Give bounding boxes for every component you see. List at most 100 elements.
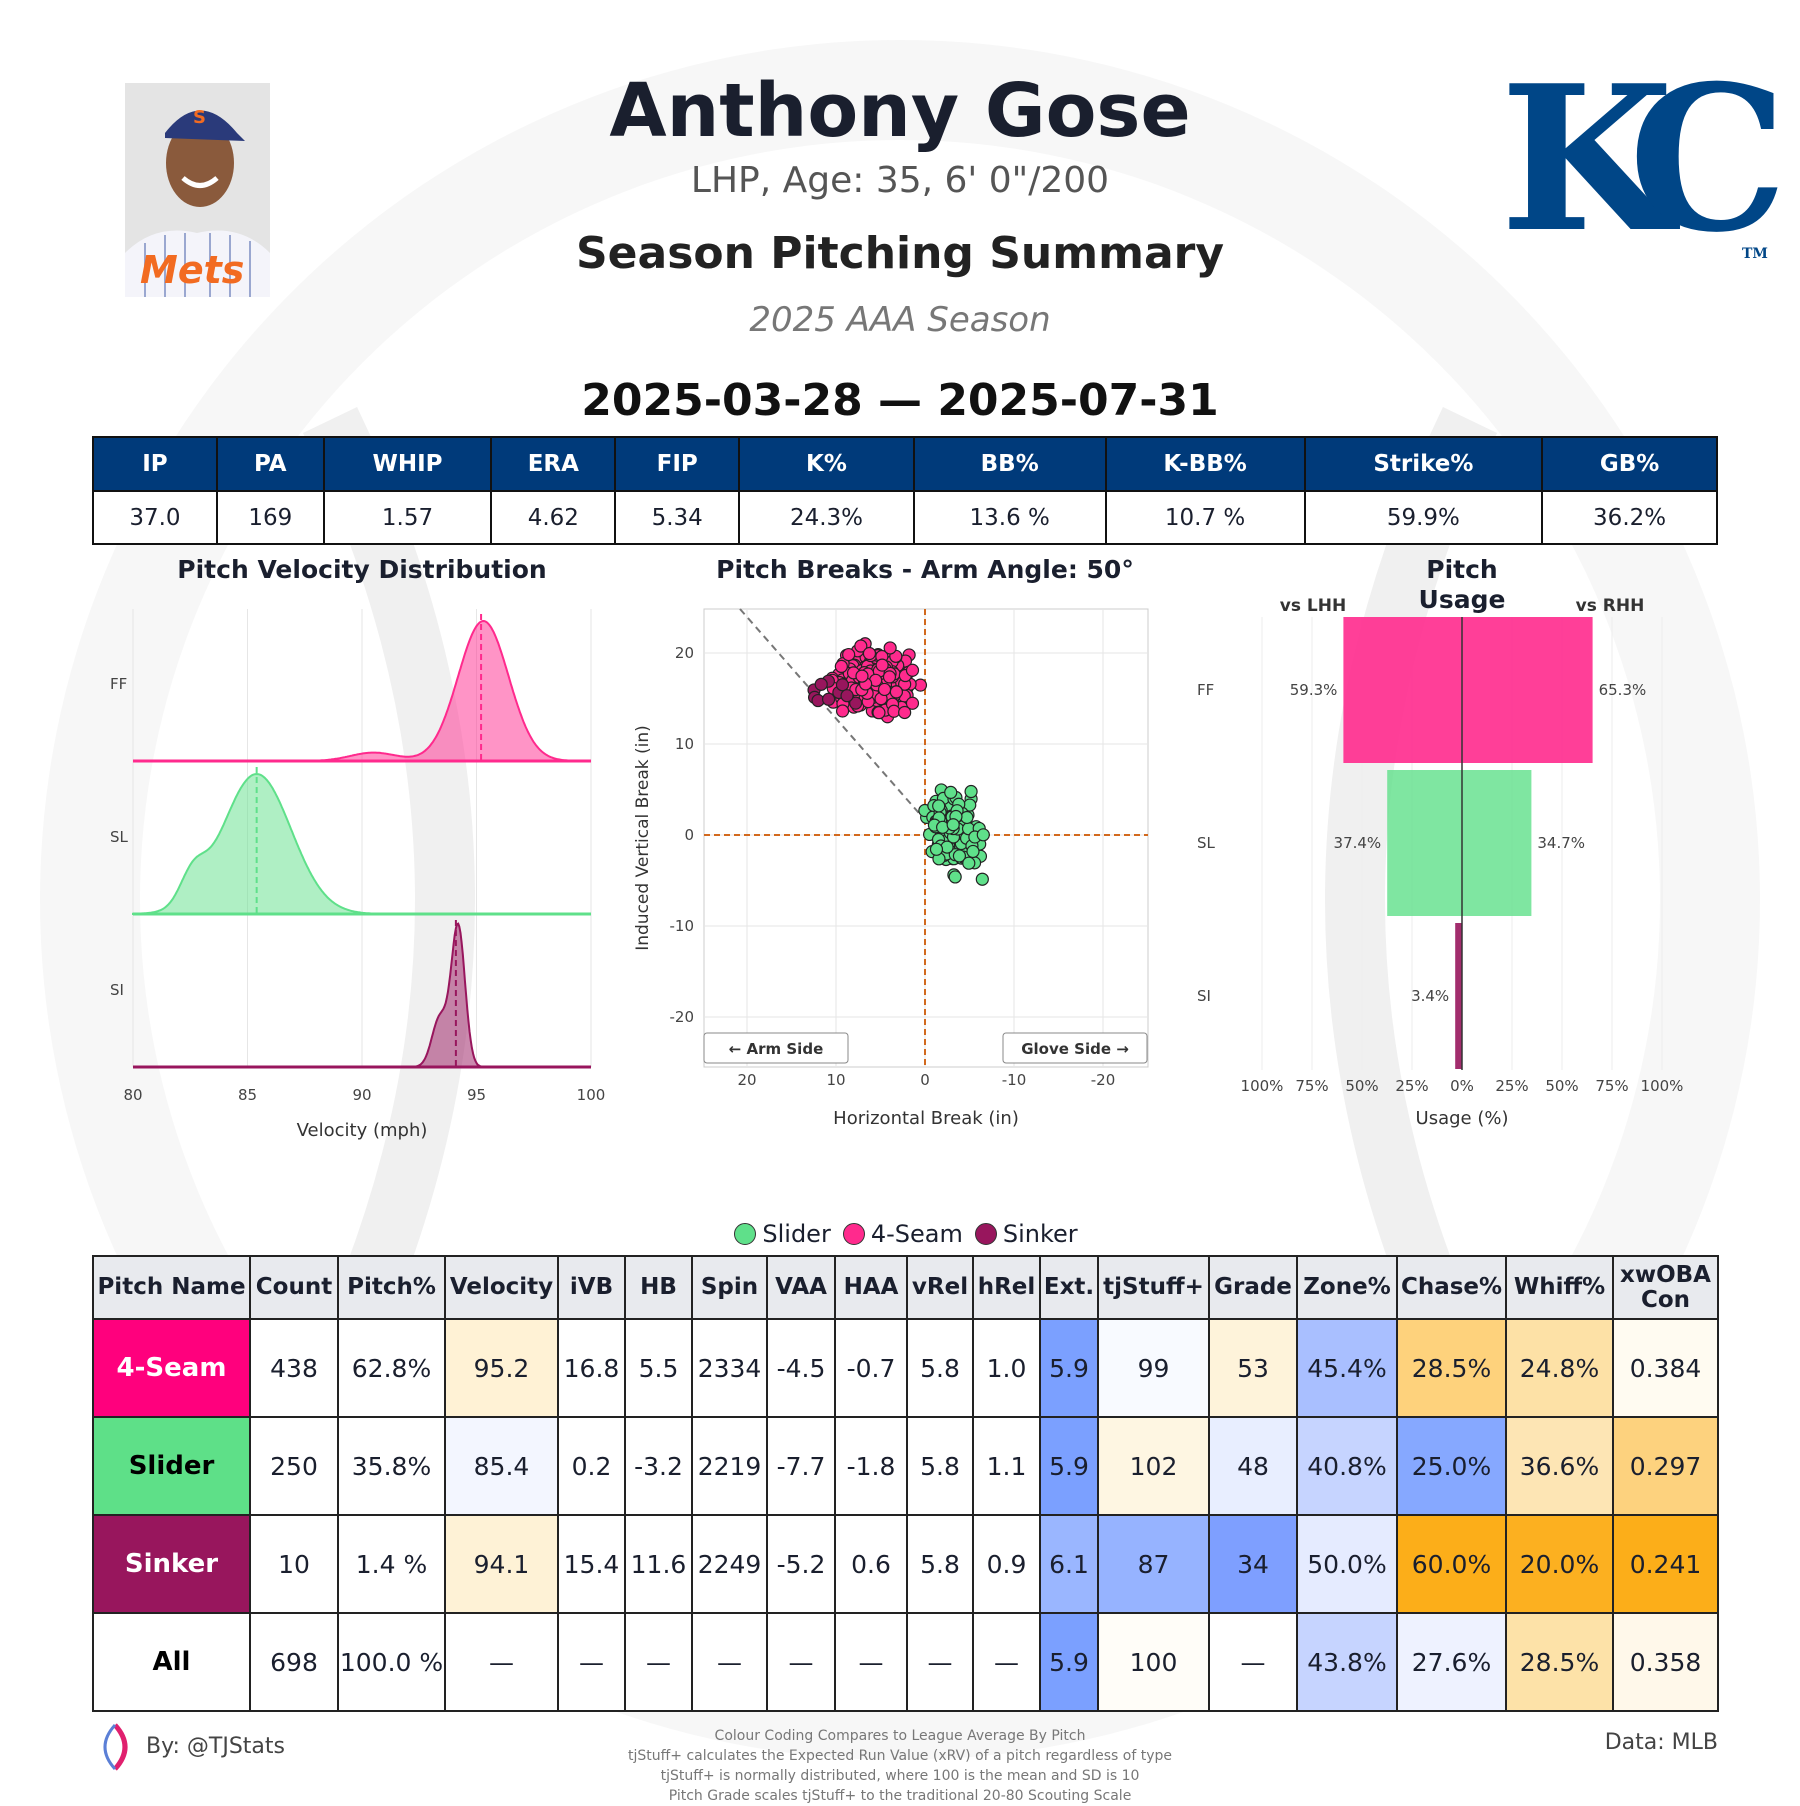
legend-label: Sinker bbox=[1002, 1220, 1078, 1248]
table-cell: 27.6% bbox=[1396, 1612, 1507, 1712]
date-range: 2025-03-28 — 2025-07-31 bbox=[581, 375, 1219, 426]
pitch-point-SL bbox=[948, 870, 962, 884]
column-header: Velocity bbox=[444, 1255, 559, 1320]
footer-notes: Colour Coding Compares to League Average… bbox=[0, 1726, 1800, 1806]
legend-marker bbox=[842, 1223, 865, 1245]
table-cell: 0.297 bbox=[1612, 1416, 1719, 1516]
pitch-point-FF bbox=[887, 704, 901, 718]
table-cell: — bbox=[906, 1612, 974, 1712]
pitch-point-SL bbox=[944, 785, 958, 799]
tjstats-logo-icon bbox=[103, 1723, 128, 1771]
pitch-point-FF bbox=[882, 670, 897, 684]
velocity-chart-title: Pitch Velocity Distribution bbox=[177, 555, 547, 584]
table-cell: 15.4 bbox=[557, 1514, 626, 1614]
x-tick-label: 80 bbox=[123, 1086, 142, 1104]
pitch-point-FF bbox=[834, 659, 848, 674]
stat-value: 59.9% bbox=[1303, 490, 1544, 545]
table-row: Sinker 10 1.4 % 94.1 15.4 11.6 2249 -5.2 0.6 5.8 0… bbox=[92, 1514, 1719, 1614]
table-cell: — bbox=[834, 1612, 908, 1712]
x-axis-label: Horizontal Break (in) bbox=[833, 1108, 1019, 1129]
lhh-value: 37.4% bbox=[1334, 834, 1382, 852]
pitch-point-FF bbox=[835, 704, 850, 718]
team-logo-trademark: TM bbox=[1742, 246, 1768, 262]
glove-side-label: Glove Side → bbox=[1021, 1040, 1129, 1058]
report-title: Season Pitching Summary bbox=[575, 228, 1225, 279]
table-cell: 34 bbox=[1208, 1514, 1298, 1614]
pitch-point-SL bbox=[952, 849, 967, 863]
player-photo: S Mets bbox=[125, 83, 270, 297]
table-cell: -3.2 bbox=[624, 1416, 693, 1516]
column-header: Grade bbox=[1208, 1255, 1298, 1320]
stat-value: 5.34 bbox=[614, 490, 741, 545]
pitch-name-cell: 4-Seam bbox=[92, 1318, 251, 1418]
column-header: vRel bbox=[906, 1255, 974, 1320]
breaks-chart-title: Pitch Breaks - Arm Angle: 50° bbox=[716, 555, 1134, 584]
pitch-point-SL bbox=[962, 856, 976, 870]
column-header: Spin bbox=[691, 1255, 768, 1320]
x-tick-label: 0 bbox=[920, 1071, 930, 1089]
table-cell: 11.6 bbox=[624, 1514, 693, 1614]
column-header: Ext. bbox=[1039, 1255, 1099, 1320]
column-header: Count bbox=[249, 1255, 339, 1320]
usage-bar-SI bbox=[1455, 923, 1462, 1069]
table-cell: 99 bbox=[1097, 1318, 1210, 1418]
table-cell: 48 bbox=[1208, 1416, 1298, 1516]
table-cell: 5.9 bbox=[1039, 1416, 1099, 1516]
x-tick-label: 95 bbox=[467, 1086, 486, 1104]
table-cell: 5.5 bbox=[624, 1318, 693, 1418]
table-cell: 0.6 bbox=[834, 1514, 908, 1614]
table-cell: 0.2 bbox=[557, 1416, 626, 1516]
table-row: All 698 100.0 % — — — — — — — —5.9 100—43.8% 27.6% 28… bbox=[92, 1612, 1719, 1712]
rhh-value: 34.7% bbox=[1537, 834, 1585, 852]
column-header: VAA bbox=[766, 1255, 836, 1320]
arm-side-box bbox=[703, 1032, 849, 1064]
table-cell: 50.0% bbox=[1296, 1514, 1398, 1614]
pitch-point-FF bbox=[883, 641, 897, 655]
team-logo-letters: KC bbox=[1500, 42, 1788, 277]
table-cell: -7.7 bbox=[766, 1416, 836, 1516]
data-source: Data: MLB bbox=[1604, 1730, 1718, 1755]
table-cell: 1.4 % bbox=[337, 1514, 446, 1614]
table-cell: 25.0% bbox=[1396, 1416, 1507, 1516]
x-tick-label: 0% bbox=[1450, 1077, 1474, 1095]
row-label-SL: SL bbox=[110, 828, 129, 846]
pitch-point-SL bbox=[940, 840, 954, 854]
table-cell: 5.9 bbox=[1039, 1318, 1099, 1418]
pitch-point-SL bbox=[932, 799, 946, 813]
legend-marker bbox=[734, 1223, 757, 1245]
table-cell: 2219 bbox=[691, 1416, 768, 1516]
pitch-point-FF bbox=[854, 639, 868, 653]
x-tick-label: 100% bbox=[1241, 1077, 1284, 1095]
table-cell: 1.0 bbox=[972, 1318, 1041, 1418]
table-cell: 0.384 bbox=[1612, 1318, 1719, 1418]
x-tick-label: 100% bbox=[1641, 1077, 1684, 1095]
y-axis-label: Induced Vertical Break (in) bbox=[633, 725, 653, 951]
pitch-point-FF bbox=[862, 646, 877, 661]
column-header: Zone% bbox=[1296, 1255, 1398, 1320]
table-cell: 85.4 bbox=[444, 1416, 559, 1516]
stat-header-strike: Strike% bbox=[1303, 436, 1544, 492]
glove-side-box bbox=[1002, 1032, 1148, 1064]
table-cell: -5.2 bbox=[766, 1514, 836, 1614]
stat-value: 1.57 bbox=[322, 490, 493, 545]
pitch-name-cell: Slider bbox=[92, 1416, 251, 1516]
footer-note: tjStuff+ is normally distributed, where … bbox=[660, 1768, 1140, 1784]
stat-header-whip: WHIP bbox=[322, 436, 493, 492]
row-label-FF: FF bbox=[110, 675, 127, 693]
table-cell: — bbox=[444, 1612, 559, 1712]
row-label-FF: FF bbox=[1197, 681, 1214, 699]
table-cell: 36.6% bbox=[1505, 1416, 1614, 1516]
lhh-value: 59.3% bbox=[1290, 681, 1338, 699]
pitch-point-FF bbox=[889, 685, 903, 699]
stat-header-k: K% bbox=[738, 436, 915, 492]
table-cell: 1.1 bbox=[972, 1416, 1041, 1516]
byline: By: @TJStats bbox=[146, 1734, 286, 1759]
table-cell: 45.4% bbox=[1296, 1318, 1398, 1418]
x-tick-label: 75% bbox=[1295, 1077, 1328, 1095]
legend-label: Slider bbox=[762, 1220, 831, 1248]
table-cell: 16.8 bbox=[557, 1318, 626, 1418]
table-cell: 438 bbox=[249, 1318, 339, 1418]
footer-note: tjStuff+ calculates the Expected Run Val… bbox=[627, 1748, 1173, 1764]
usage-bar-FF bbox=[1343, 617, 1593, 763]
column-header: xwOBA Con bbox=[1612, 1255, 1719, 1320]
